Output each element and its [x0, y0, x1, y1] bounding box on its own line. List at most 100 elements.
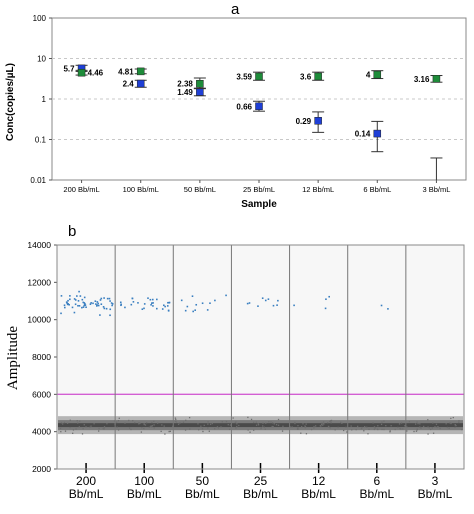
panel-b-negative-droplet	[385, 425, 387, 427]
panel-b-negative-droplet	[189, 428, 191, 430]
panel-a-x-tick-label: 6 Bb/mL	[363, 185, 391, 194]
panel-b-positive-droplet	[67, 299, 69, 302]
panel-b-positive-droplet	[248, 302, 251, 304]
panel-b-positive-droplet	[141, 308, 144, 311]
panel-b-negative-droplet	[291, 426, 293, 428]
panel-b-negative-droplet	[452, 416, 454, 419]
panel-b-negative-droplet	[271, 422, 274, 424]
panel-b-negative-droplet	[72, 432, 74, 434]
panel-b-positive-droplet	[119, 301, 122, 304]
panel-b-negative-droplet	[161, 424, 163, 426]
panel-b-positive-droplet	[100, 303, 103, 306]
panel-b-negative-droplet	[260, 428, 262, 430]
panel-b-positive-droplet	[272, 304, 275, 307]
panel-b-negative-droplet	[314, 425, 317, 427]
panel-a-x-tick-label: 3 Bb/mL	[422, 185, 450, 194]
panel-b-plot-area	[56, 244, 465, 470]
panel-b-negative-droplet	[197, 429, 200, 431]
panel-b-negative-droplet	[272, 426, 274, 428]
panel-b-positive-droplet	[201, 302, 204, 305]
panel-b-positive-droplet	[293, 304, 295, 307]
panel-b-negative-droplet	[103, 427, 105, 429]
panel-b-positive-droplet	[124, 306, 126, 309]
panel-a-x-tick-label: 25 Bb/mL	[243, 185, 275, 194]
panel-b-negative-droplet	[381, 421, 383, 423]
panel-b-positive-droplet	[108, 297, 111, 300]
panel-b-positive-droplet	[74, 303, 77, 306]
panel-b-negative-droplet	[203, 424, 205, 427]
panel-b-negative-droplet	[313, 427, 315, 429]
panel-b-label: b	[68, 223, 76, 240]
panel-a-data-label: 0.66	[236, 102, 252, 111]
panel-b-positive-droplet	[209, 302, 211, 305]
panel-b-negative-droplet	[339, 421, 342, 424]
panel-b-negative-droplet	[207, 421, 209, 423]
panel-b-negative-droplet	[85, 426, 87, 428]
panel-b-negative-droplet	[408, 420, 411, 423]
panel-b-negative-droplet	[151, 426, 153, 428]
panel-b-negative-droplet	[427, 419, 429, 421]
panel-b-positive-droplet	[90, 302, 92, 304]
panel-b-positive-droplet	[164, 305, 166, 308]
panel-b-negative-droplet	[153, 424, 155, 426]
panel-b-negative-droplet	[367, 433, 369, 435]
panel-b-negative-droplet	[143, 427, 145, 430]
panel-b-positive-droplet	[79, 295, 82, 297]
panel-b-positive-droplet	[109, 300, 111, 302]
panel-a-data-point	[255, 102, 263, 111]
panel-b-negative-droplet	[345, 426, 347, 428]
panel-b-positive-droplet	[167, 310, 170, 312]
panel-b-negative-droplet	[257, 423, 259, 425]
panel-b-negative-droplet	[138, 423, 140, 425]
panel-a-data-point	[314, 72, 322, 81]
panel-b-negative-droplet	[436, 426, 438, 429]
panel-b-negative-droplet	[429, 428, 432, 431]
panel-b-negative-droplet	[207, 427, 209, 429]
panel-b-negative-droplet	[106, 423, 108, 425]
panel-b-negative-droplet	[302, 423, 304, 425]
panel-b-positive-droplet	[73, 298, 76, 300]
panel-b-x-tick-label: 12	[312, 474, 326, 488]
panel-a-x-axis-label: Sample	[241, 199, 277, 210]
panel-a-data-label: 3.6	[300, 72, 312, 81]
panel-b-negative-droplet	[404, 425, 406, 427]
panel-b-negative-droplet	[351, 429, 353, 431]
panel-b-negative-droplet	[297, 425, 299, 427]
panel-b-positive-droplet	[149, 298, 152, 301]
panel-b-negative-droplet	[185, 419, 187, 422]
panel-b-negative-droplet	[141, 427, 143, 429]
panel-a-y-axis-label: Conc(copies/µL)	[5, 63, 16, 141]
panel-b-positive-droplet	[156, 307, 158, 310]
panel-b-x-tick-label: Bb/mL	[301, 487, 336, 501]
panel-b-positive-droplet	[387, 308, 389, 310]
panel-a-data-label: 2.4	[123, 80, 135, 89]
panel-b-negative-droplet	[377, 425, 379, 427]
panel-b-negative-droplet	[140, 431, 143, 433]
panel-a-y-tick-label: 100	[33, 14, 47, 23]
panel-b-negative-droplet	[402, 428, 404, 430]
panel-b-positive-droplet	[143, 303, 146, 305]
panel-a-data-point	[136, 67, 145, 76]
panel-b-positive-droplet	[71, 306, 74, 309]
panel-b-negative-droplet	[66, 422, 69, 424]
panel-b-negative-droplet	[77, 422, 79, 424]
panel-b-negative-droplet	[450, 422, 452, 425]
panel-b-x-tick-label: Bb/mL	[243, 487, 278, 501]
panel-a-y-tick-label: 1	[42, 95, 47, 104]
panel-b-x-tick-label: Bb/mL	[127, 487, 162, 501]
panel-b-y-tick-label: 2000	[32, 464, 51, 474]
panel-b-negative-droplet	[139, 422, 141, 425]
panel-b-negative-droplet	[124, 422, 126, 424]
panel-b-negative-droplet	[207, 423, 209, 425]
panel-b-negative-droplet	[423, 425, 425, 428]
panel-b-negative-droplet	[128, 419, 130, 422]
panel-b-negative-droplet	[60, 431, 62, 433]
panel-a-data-point	[373, 129, 382, 138]
panel-b-negative-droplet	[232, 417, 234, 419]
panel-b-negative-droplet	[414, 423, 417, 425]
panel-a-data-label: 3.16	[414, 75, 430, 84]
panel-b-positive-droplet	[152, 305, 154, 307]
panel-b-negative-droplet	[153, 427, 155, 429]
panel-a-x-tick-label: 12 Bb/mL	[302, 185, 334, 194]
panel-b-negative-droplet	[151, 424, 153, 427]
